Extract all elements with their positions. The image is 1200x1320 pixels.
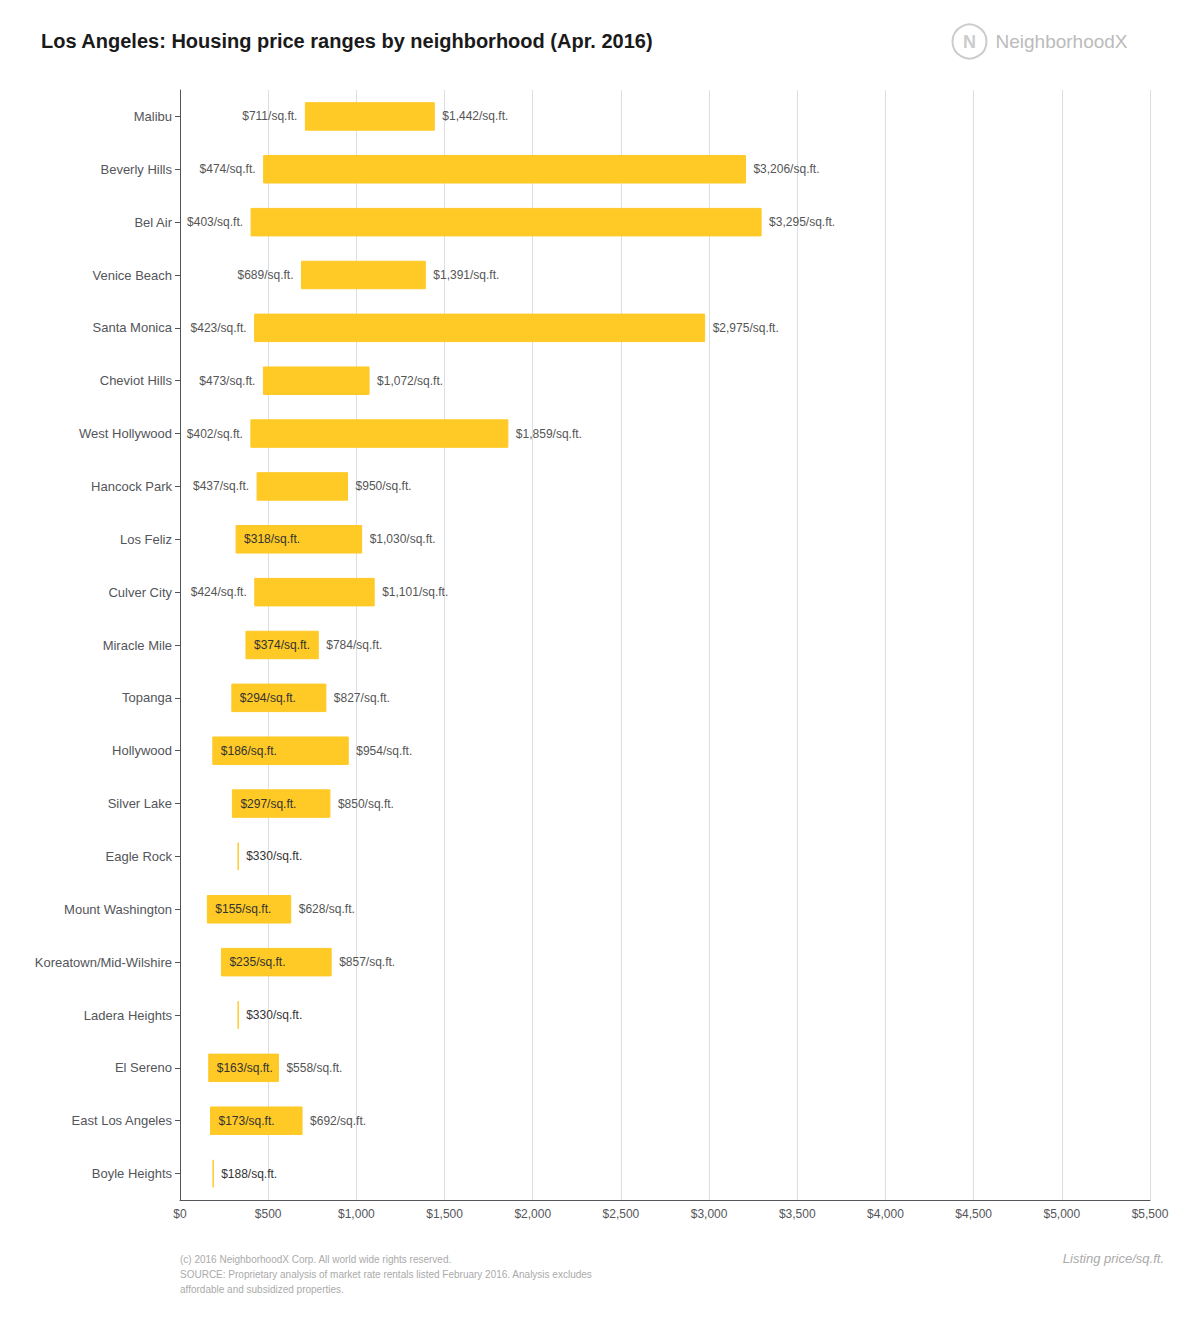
svg-text:$402/sq.ft.: $402/sq.ft. <box>187 427 243 441</box>
svg-text:$3,000: $3,000 <box>691 1207 728 1221</box>
svg-text:$784/sq.ft.: $784/sq.ft. <box>326 638 382 652</box>
svg-text:$1,030/sq.ft.: $1,030/sq.ft. <box>370 532 436 546</box>
svg-text:Beverly Hills: Beverly Hills <box>100 162 172 177</box>
svg-text:$1,500: $1,500 <box>426 1207 463 1221</box>
svg-text:Miracle Mile: Miracle Mile <box>103 638 172 653</box>
svg-text:$374/sq.ft.: $374/sq.ft. <box>254 638 310 652</box>
svg-text:$2,500: $2,500 <box>603 1207 640 1221</box>
svg-text:$4,500: $4,500 <box>955 1207 992 1221</box>
svg-text:$857/sq.ft.: $857/sq.ft. <box>339 955 395 969</box>
svg-text:$558/sq.ft.: $558/sq.ft. <box>286 1061 342 1075</box>
svg-text:$330/sq.ft.: $330/sq.ft. <box>246 849 302 863</box>
svg-text:$827/sq.ft.: $827/sq.ft. <box>334 691 390 705</box>
svg-text:$5,000: $5,000 <box>1043 1207 1080 1221</box>
svg-text:$954/sq.ft.: $954/sq.ft. <box>356 744 412 758</box>
svg-text:Hollywood: Hollywood <box>112 743 172 758</box>
svg-text:Boyle Heights: Boyle Heights <box>92 1166 173 1181</box>
svg-text:$3,206/sq.ft.: $3,206/sq.ft. <box>753 162 819 176</box>
svg-text:$2,000: $2,000 <box>514 1207 551 1221</box>
svg-text:$1,391/sq.ft.: $1,391/sq.ft. <box>433 268 499 282</box>
svg-text:$155/sq.ft.: $155/sq.ft. <box>215 902 271 916</box>
svg-text:SOURCE: Proprietary analysis o: SOURCE: Proprietary analysis of market r… <box>180 1269 592 1280</box>
svg-text:(c) 2016 NeighborhoodX Corp. A: (c) 2016 NeighborhoodX Corp. All world w… <box>180 1254 451 1265</box>
svg-text:$1,442/sq.ft.: $1,442/sq.ft. <box>442 109 508 123</box>
svg-text:$1,859/sq.ft.: $1,859/sq.ft. <box>516 427 582 441</box>
svg-text:Culver City: Culver City <box>108 585 172 600</box>
svg-text:$500: $500 <box>255 1207 282 1221</box>
svg-text:$950/sq.ft.: $950/sq.ft. <box>356 479 412 493</box>
svg-text:$163/sq.ft.: $163/sq.ft. <box>217 1061 273 1075</box>
svg-text:East Los Angeles: East Los Angeles <box>72 1113 173 1128</box>
svg-text:$294/sq.ft.: $294/sq.ft. <box>240 691 296 705</box>
svg-text:Topanga: Topanga <box>122 690 173 705</box>
svg-text:El Sereno: El Sereno <box>115 1060 172 1075</box>
svg-text:Malibu: Malibu <box>134 109 172 124</box>
svg-text:Los Feliz: Los Feliz <box>120 532 172 547</box>
svg-text:Bel Air: Bel Air <box>134 215 172 230</box>
svg-text:$297/sq.ft.: $297/sq.ft. <box>240 797 296 811</box>
svg-text:Listing price/sq.ft.: Listing price/sq.ft. <box>1063 1251 1164 1266</box>
svg-text:$235/sq.ft.: $235/sq.ft. <box>229 955 285 969</box>
svg-text:$711/sq.ft.: $711/sq.ft. <box>242 109 297 123</box>
svg-text:$403/sq.ft.: $403/sq.ft. <box>187 215 243 229</box>
svg-text:NeighborhoodX: NeighborhoodX <box>996 31 1128 52</box>
svg-text:N: N <box>963 32 976 52</box>
svg-text:$437/sq.ft.: $437/sq.ft. <box>193 479 249 493</box>
svg-text:$850/sq.ft.: $850/sq.ft. <box>338 797 394 811</box>
svg-text:$1,101/sq.ft.: $1,101/sq.ft. <box>382 585 448 599</box>
svg-text:$474/sq.ft.: $474/sq.ft. <box>200 162 256 176</box>
svg-text:$5,500: $5,500 <box>1132 1207 1169 1221</box>
svg-text:Ladera Heights: Ladera Heights <box>84 1008 173 1023</box>
svg-text:$628/sq.ft.: $628/sq.ft. <box>299 902 355 916</box>
svg-text:$424/sq.ft.: $424/sq.ft. <box>191 585 247 599</box>
svg-text:Silver Lake: Silver Lake <box>108 796 172 811</box>
svg-text:$3,295/sq.ft.: $3,295/sq.ft. <box>769 215 835 229</box>
svg-text:$188/sq.ft.: $188/sq.ft. <box>221 1167 277 1181</box>
svg-text:$692/sq.ft.: $692/sq.ft. <box>310 1114 366 1128</box>
svg-text:$186/sq.ft.: $186/sq.ft. <box>221 744 277 758</box>
svg-text:$173/sq.ft.: $173/sq.ft. <box>219 1114 275 1128</box>
svg-text:$1,072/sq.ft.: $1,072/sq.ft. <box>377 374 443 388</box>
svg-text:affordable and subsidized prop: affordable and subsidized properties. <box>180 1284 344 1295</box>
svg-text:Koreatown/Mid-Wilshire: Koreatown/Mid-Wilshire <box>35 955 172 970</box>
svg-text:Los Angeles: Housing price ran: Los Angeles: Housing price ranges by nei… <box>41 30 653 52</box>
svg-text:$689/sq.ft.: $689/sq.ft. <box>237 268 293 282</box>
svg-text:West Hollywood: West Hollywood <box>79 426 172 441</box>
svg-text:$423/sq.ft.: $423/sq.ft. <box>191 321 247 335</box>
svg-text:Cheviot Hills: Cheviot Hills <box>100 373 173 388</box>
svg-text:Eagle Rock: Eagle Rock <box>106 849 173 864</box>
svg-text:$3,500: $3,500 <box>779 1207 816 1221</box>
svg-text:$330/sq.ft.: $330/sq.ft. <box>246 1008 302 1022</box>
svg-text:$4,000: $4,000 <box>867 1207 904 1221</box>
svg-text:Santa Monica: Santa Monica <box>93 320 173 335</box>
svg-text:$0: $0 <box>173 1207 187 1221</box>
svg-text:Venice Beach: Venice Beach <box>92 268 172 283</box>
svg-text:$2,975/sq.ft.: $2,975/sq.ft. <box>713 321 779 335</box>
svg-text:Hancock Park: Hancock Park <box>91 479 172 494</box>
svg-text:Mount Washington: Mount Washington <box>64 902 172 917</box>
svg-text:$1,000: $1,000 <box>338 1207 375 1221</box>
svg-text:$318/sq.ft.: $318/sq.ft. <box>244 532 300 546</box>
svg-text:$473/sq.ft.: $473/sq.ft. <box>199 374 255 388</box>
